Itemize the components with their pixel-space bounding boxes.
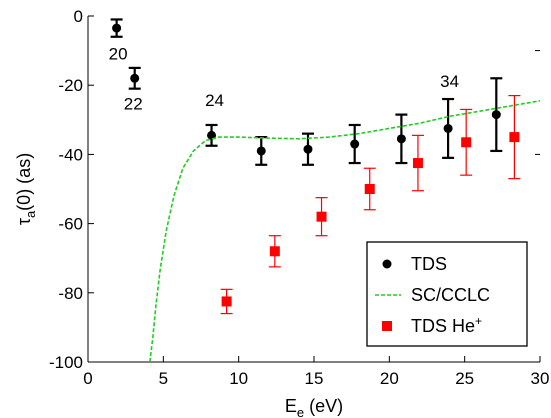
- point-annotation: 34: [440, 72, 459, 91]
- data-point: [207, 130, 217, 140]
- data-point: [396, 134, 406, 144]
- x-tick-label: 5: [159, 369, 168, 388]
- x-tick-label: 25: [455, 369, 474, 388]
- data-point: [491, 110, 501, 120]
- x-tick-label: 20: [380, 369, 399, 388]
- data-point: [316, 211, 327, 222]
- x-axis-title-main: E: [285, 396, 297, 416]
- legend-entry-sup: +: [475, 314, 482, 328]
- point-annotation: 22: [124, 94, 143, 113]
- data-point: [256, 146, 266, 156]
- data-point: [461, 137, 472, 148]
- y-tick-label: -100: [49, 353, 83, 372]
- y-tick-label: -20: [58, 76, 83, 95]
- x-axis-title-unit: (eV): [304, 396, 343, 416]
- legend-entry-label: TDS He+: [411, 314, 482, 336]
- legend-box: [366, 241, 528, 347]
- legend-entry-label: TDS: [411, 254, 447, 274]
- y-tick-label: 0: [74, 7, 83, 26]
- series-tds-he: [220, 94, 521, 315]
- data-point: [112, 23, 122, 33]
- x-tick-label: 10: [229, 369, 248, 388]
- y-axis-title-main: τ: [14, 218, 34, 225]
- point-annotation: 24: [205, 91, 224, 110]
- x-tick-label: 0: [83, 369, 92, 388]
- data-point: [443, 123, 453, 133]
- x-axis-title-sub: e: [297, 405, 304, 418]
- data-point: [303, 144, 313, 154]
- y-axis-title-sub: a: [23, 210, 38, 218]
- plot-area: 0 5 10 15 20 25 30 0 -20 -40 -60 -80 -100 Ee (eV) τa(0…: [14, 7, 549, 418]
- y-tick-label: -80: [58, 284, 83, 303]
- data-point: [269, 246, 280, 257]
- x-tick-label: 30: [531, 369, 550, 388]
- point-annotation: 20: [109, 44, 128, 63]
- x-axis-title: Ee (eV): [285, 396, 343, 418]
- series-line: [149, 100, 540, 362]
- series-sc-cclc: [149, 100, 540, 362]
- legend-swatch-circle: [382, 259, 392, 269]
- y-axis-title-unit: (0) (as): [14, 153, 34, 211]
- data-point: [350, 139, 360, 149]
- y-tick-label: -60: [58, 215, 83, 234]
- legend-swatch-square: [382, 321, 392, 331]
- data-point: [364, 184, 375, 194]
- legend-entry-name: TDS: [411, 254, 447, 274]
- legend-entry-name: TDS He: [411, 316, 475, 336]
- data-point: [412, 158, 423, 169]
- legend-entry-name: SC/CCLC: [411, 285, 490, 305]
- data-point: [509, 132, 520, 143]
- y-tick-label: -40: [58, 145, 83, 164]
- x-tick-label: 15: [305, 369, 324, 388]
- y-axis-title: τa(0) (as): [14, 153, 38, 225]
- data-point: [221, 296, 232, 307]
- data-point: [130, 73, 140, 83]
- legend: TDS SC/CCLC TDS He+: [366, 241, 528, 347]
- series-tds: [110, 18, 503, 166]
- legend-entry-label: SC/CCLC: [411, 285, 490, 305]
